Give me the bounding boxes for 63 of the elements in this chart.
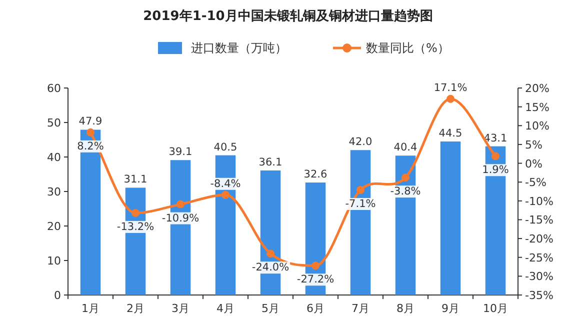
y2-tick-label: -10%	[525, 194, 554, 208]
point	[312, 262, 320, 270]
y2-tick-label: 15%	[525, 100, 550, 114]
data-label: -10.9%	[162, 212, 200, 224]
legend-label: 数量同比（%）	[366, 41, 450, 55]
data-label: 17.1%	[434, 82, 468, 94]
point	[402, 174, 410, 182]
y-tick-label: 30	[47, 186, 61, 198]
y-tick-label: 20	[47, 220, 61, 233]
y2-tick-label: 5%	[525, 138, 542, 152]
data-label: -24.0%	[252, 262, 290, 274]
data-label: -8.4%	[210, 178, 241, 190]
y-tick-label: 60	[47, 82, 61, 95]
y2-tick-label: 10%	[525, 120, 550, 133]
data-label: -13.2%	[116, 220, 154, 233]
point	[222, 190, 230, 199]
data-label: 36.1	[258, 156, 282, 168]
y2-tick-label: -30%	[525, 270, 554, 284]
y2-tick-label: -15%	[525, 214, 554, 227]
x-tick-label: 9月	[442, 302, 460, 315]
bar	[440, 141, 461, 295]
x-tick-label: 6月	[306, 302, 324, 315]
data-label: 8.2%	[77, 140, 104, 152]
chart-title: 2019年1-10月中国未锻轧铜及铜材进口量趋势图	[143, 8, 433, 24]
y2-tick-label: -35%	[525, 289, 554, 302]
x-tick-label: 7月	[352, 302, 370, 315]
point	[132, 208, 140, 217]
point	[176, 200, 184, 208]
data-label: 44.5	[438, 127, 462, 140]
data-label: -7.1%	[345, 198, 376, 210]
data-label: -3.8%	[390, 186, 421, 198]
data-label: 47.9	[78, 116, 102, 128]
y-tick-label: 40	[47, 151, 61, 164]
y2-tick-label: -20%	[525, 232, 554, 246]
x-tick-label: 4月	[216, 302, 234, 315]
y2-tick-label: -5%	[525, 176, 546, 190]
data-label: 42.0	[348, 136, 372, 148]
point	[266, 250, 274, 258]
x-tick-label: 8月	[396, 302, 414, 315]
x-tick-label: 3月	[172, 302, 190, 315]
x-tick-label: 1月	[82, 302, 100, 315]
x-tick-label: 10月	[483, 302, 508, 315]
data-label: 40.4	[394, 142, 418, 154]
y-tick-label: 50	[47, 116, 61, 130]
y2-tick-label: 20%	[525, 82, 550, 95]
x-tick-label: 2月	[126, 302, 144, 315]
data-label: 39.1	[168, 146, 192, 158]
data-label: 32.6	[304, 168, 328, 181]
legend-label: 进口数量（万吨）	[191, 41, 287, 55]
y2-tick-label: -25%	[525, 251, 554, 264]
y-tick-label: 10	[47, 254, 61, 268]
data-label: -27.2%	[296, 274, 334, 286]
data-label: 1.9%	[482, 164, 509, 176]
data-label: 31.1	[124, 174, 148, 186]
data-label: 43.1	[484, 132, 508, 144]
point	[492, 152, 500, 160]
point	[446, 94, 454, 103]
point	[356, 186, 364, 194]
y-tick-label: 0	[54, 289, 61, 302]
y2-tick-label: 0%	[525, 157, 542, 170]
data-label: 40.5	[214, 141, 238, 154]
point	[86, 128, 94, 136]
x-tick-label: 5月	[262, 302, 280, 315]
